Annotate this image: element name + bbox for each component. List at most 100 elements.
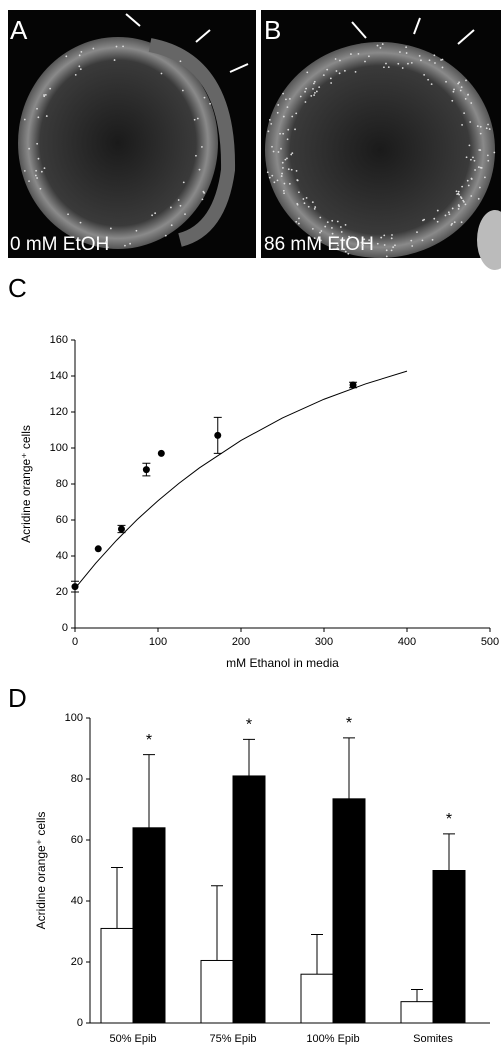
speckle	[277, 151, 280, 153]
speckle	[295, 220, 298, 223]
speckle	[350, 53, 352, 55]
speckle	[284, 158, 287, 161]
speckle	[96, 239, 99, 242]
speckle	[433, 54, 436, 57]
y-tick-label: 40	[56, 550, 68, 562]
speckle	[335, 70, 338, 72]
speckle	[113, 59, 116, 61]
error-bar	[211, 885, 223, 961]
speckle	[458, 81, 461, 84]
y-tick-label: 160	[50, 334, 68, 346]
speckle	[283, 192, 285, 195]
speckle	[40, 170, 43, 173]
speckle	[312, 82, 315, 85]
speckle	[135, 229, 138, 232]
speckle	[477, 197, 480, 200]
speckle	[28, 147, 31, 150]
speckle	[484, 176, 486, 179]
speckle	[35, 169, 38, 172]
speckle	[436, 209, 439, 212]
speckle	[319, 216, 322, 219]
speckle	[478, 186, 481, 189]
speckle	[160, 72, 163, 75]
speckle	[336, 247, 339, 249]
speckle	[273, 181, 276, 184]
speckle	[401, 67, 404, 69]
speckle	[363, 238, 366, 241]
speckle	[461, 185, 464, 188]
bar	[100, 927, 134, 1024]
speckle	[291, 152, 294, 155]
fit-curve	[74, 370, 408, 589]
speckle	[78, 54, 81, 57]
error-bar	[443, 833, 455, 871]
speckle	[477, 166, 480, 168]
speckle	[326, 221, 329, 224]
speckle	[383, 66, 385, 69]
bar	[232, 775, 266, 1024]
speckle	[266, 171, 269, 174]
speckle	[392, 246, 395, 249]
x-tick-label: 50% Epib	[109, 1033, 156, 1045]
speckle	[310, 95, 313, 97]
speckle	[65, 55, 68, 58]
speckle	[267, 130, 270, 133]
speckle	[280, 175, 283, 177]
speckle	[28, 180, 30, 183]
error-bar	[311, 934, 323, 975]
speckle	[304, 90, 306, 93]
speckle	[303, 202, 306, 205]
speckle	[74, 73, 77, 76]
bar	[200, 959, 234, 1024]
speckle	[312, 88, 314, 90]
speckle	[326, 68, 329, 71]
speckle	[464, 203, 467, 206]
speckle	[296, 179, 299, 181]
speckle	[299, 95, 302, 98]
x-tick-label: 200	[232, 636, 250, 648]
speckle	[464, 97, 467, 100]
speckle	[203, 192, 206, 194]
speckle	[344, 250, 347, 253]
speckle	[23, 118, 26, 121]
speckle	[151, 214, 154, 217]
speckle	[288, 182, 291, 185]
speckle	[106, 246, 109, 249]
speckle	[460, 197, 463, 200]
speckle	[313, 207, 316, 210]
speckle	[434, 62, 436, 64]
speckle	[479, 132, 482, 135]
speckle	[380, 236, 383, 239]
speckle	[281, 172, 283, 175]
speckle	[405, 52, 408, 54]
x-tick-label: 100% Epib	[306, 1033, 359, 1045]
speckle	[336, 220, 339, 223]
speckle	[337, 244, 339, 247]
speckle	[170, 224, 173, 227]
speckle	[447, 211, 450, 214]
speckle	[311, 201, 314, 204]
speckle	[487, 123, 489, 126]
speckle	[410, 239, 413, 242]
speckle	[283, 182, 286, 185]
speckle	[453, 221, 456, 224]
speckle	[196, 117, 199, 120]
y-tick-label: 100	[65, 712, 83, 724]
speckle	[314, 206, 317, 208]
speckle	[466, 179, 469, 182]
speckle	[282, 166, 284, 169]
y-tick-label: 80	[56, 478, 68, 490]
speckle	[474, 169, 476, 171]
speckle	[376, 44, 379, 47]
speckle	[322, 74, 325, 77]
speckle	[431, 238, 434, 241]
speckle	[445, 80, 447, 83]
speckle	[34, 174, 37, 177]
speckle	[315, 90, 318, 93]
speckle	[280, 147, 282, 150]
y-tick-label: 20	[71, 956, 83, 968]
speckle	[44, 93, 47, 96]
speckle	[179, 204, 182, 207]
speckle	[405, 46, 408, 49]
